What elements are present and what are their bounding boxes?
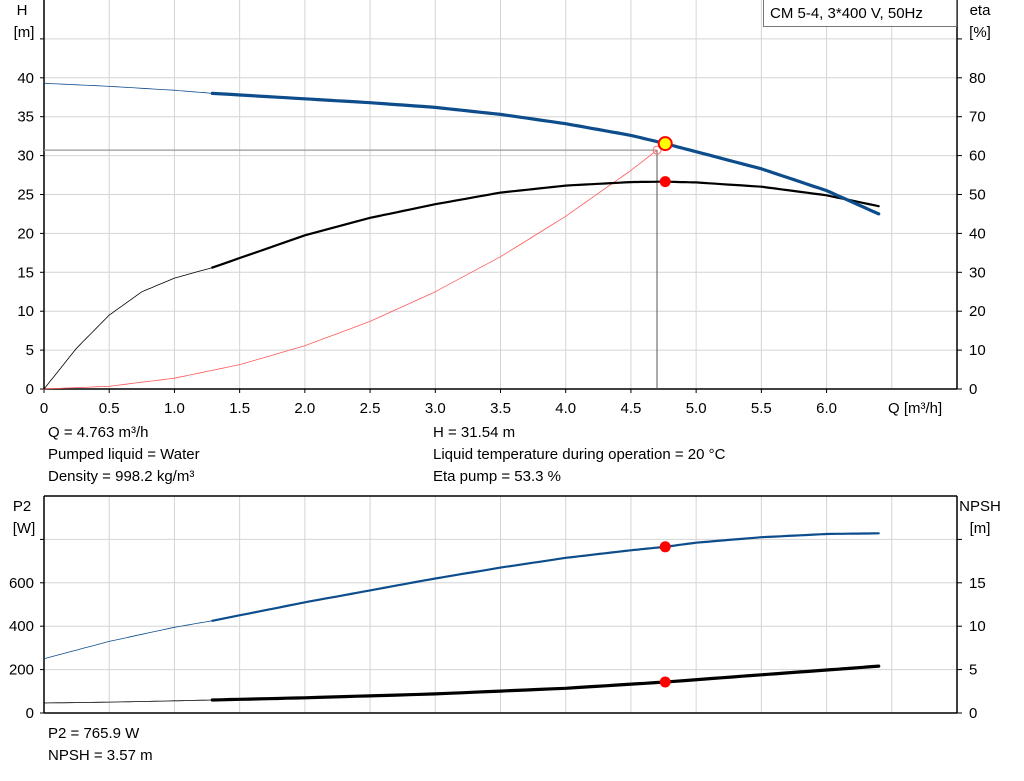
x-tick-label: 4.5 [620,400,641,417]
x-tick-label: 1.0 [164,400,185,417]
info-density: Density = 998.2 kg/m³ [48,468,195,485]
info-liquid: Pumped liquid = Water [48,446,200,463]
x-tick-label: 1.5 [229,400,250,417]
info-temp: Liquid temperature during operation = 20… [433,446,726,463]
eta-curve-thin [43,267,213,390]
right-tick-label: 70 [969,109,986,126]
x-tick-label: 4.0 [555,400,576,417]
x-tick-label: 5.0 [686,400,707,417]
info-h: H = 31.54 m [433,424,516,441]
left-tick-label: 600 [9,575,34,592]
right-tick-label: 0 [969,705,977,722]
left-tick-label: 400 [9,618,34,635]
left-axis-name: P2 [13,498,31,515]
duty-point-p2-marker [659,541,671,553]
right-tick-label: 50 [969,187,986,204]
duty-point-h-marker [657,136,673,152]
right-tick-label: 80 [969,70,986,87]
right-axis-name: NPSH [959,498,1001,515]
right-tick-label: 10 [969,618,986,635]
info-npsh: NPSH = 3.57 m [48,747,153,764]
requested-point-marker [652,145,662,155]
right-axis-name: eta [970,2,992,19]
right-axis-unit: [m] [970,520,991,537]
left-axis-unit: [W] [13,520,36,537]
right-tick-label: 20 [969,303,986,320]
npsh-curve-thin [43,699,213,704]
left-tick-label: 35 [17,109,34,126]
right-tick-label: 40 [969,225,986,242]
h-curve [210,91,881,216]
left-tick-label: 30 [17,148,34,165]
x-tick-label: 0.5 [99,400,120,417]
h-curve-thin [43,82,213,94]
x-axis-label: Q [m³/h] [888,400,942,417]
info-eta: Eta pump = 53.3 % [433,468,561,485]
right-tick-label: 60 [969,148,986,165]
x-tick-label: 3.0 [425,400,446,417]
left-tick-label: 5 [26,342,34,359]
right-tick-label: 0 [969,381,977,398]
duty-point-npsh-marker [659,676,671,688]
right-axis-unit: [%] [969,24,991,41]
info-q: Q = 4.763 m³/h [48,424,149,441]
x-tick-label: 2.0 [294,400,315,417]
x-tick-label: 0 [40,400,48,417]
duty-point-eta-marker [659,176,671,188]
left-tick-label: 15 [17,264,34,281]
x-tick-label: 3.5 [490,400,511,417]
left-tick-label: 40 [17,70,34,87]
left-tick-label: 25 [17,187,34,204]
x-tick-label: 6.0 [816,400,837,417]
x-tick-label: 5.5 [751,400,772,417]
left-axis-name: H [17,2,28,19]
left-tick-label: 200 [9,662,34,679]
p2-curve-thin [43,620,213,660]
info-p2: P2 = 765.9 W [48,725,140,742]
left-tick-label: 10 [17,303,34,320]
right-tick-label: 30 [969,264,986,281]
right-tick-label: 5 [969,662,977,679]
p2-curve [211,532,880,622]
system-curve [43,149,658,390]
left-tick-label: 0 [26,705,34,722]
x-tick-label: 2.5 [360,400,381,417]
eta-curve [211,180,880,269]
pump-title-box: CM 5-4, 3*400 V, 50Hz [763,0,957,27]
left-axis-unit: [m] [14,24,35,41]
left-tick-label: 0 [26,381,34,398]
right-tick-label: 15 [969,575,986,592]
left-tick-label: 20 [17,225,34,242]
npsh-curve [210,664,881,702]
right-tick-label: 10 [969,342,986,359]
